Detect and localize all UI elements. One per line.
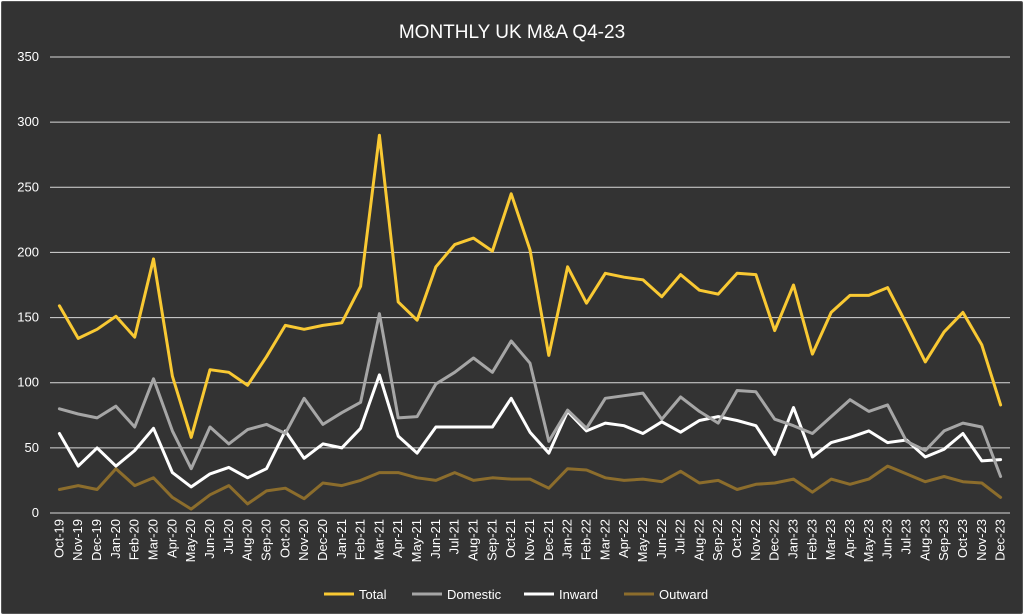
x-tick-label: Sep-20 [258, 519, 273, 561]
x-tick-label: Jul-23 [898, 519, 913, 554]
x-tick-label: Mar-23 [823, 519, 838, 560]
x-tick-label: Oct-20 [277, 519, 292, 558]
x-tick-label: Oct-23 [955, 519, 970, 558]
legend: Total Domestic Inward Outward [324, 587, 708, 602]
grid-lines [50, 56, 1010, 514]
y-tick-label: 250 [17, 179, 39, 194]
x-tick-label: Aug-22 [691, 519, 706, 561]
x-tick-label: Sep-21 [484, 519, 499, 561]
x-tick-label: Mar-21 [371, 519, 386, 560]
x-tick-label: Sep-23 [936, 519, 951, 561]
x-tick-label: Feb-20 [127, 519, 142, 560]
x-tick-label: Dec-19 [89, 519, 104, 561]
y-tick-label: 100 [17, 375, 39, 390]
x-tick-label: Aug-20 [240, 519, 255, 561]
x-tick-label: Oct-21 [503, 519, 518, 558]
series-line-inward [57, 373, 1003, 489]
y-tick-label: 150 [17, 310, 39, 325]
x-tick-label: Feb-22 [578, 519, 593, 560]
series-lines [57, 133, 1003, 511]
x-tick-label: Nov-21 [522, 519, 537, 561]
x-tick-label: Jul-22 [673, 519, 688, 554]
legend-item-outward: Outward [624, 587, 708, 602]
y-axis-tick-labels: 0 50 100 150 200 250 300 350 [17, 49, 39, 520]
x-tick-label: Dec-23 [993, 519, 1008, 561]
x-tick-label: Jan-23 [786, 519, 801, 559]
legend-label: Outward [659, 587, 708, 602]
x-tick-label: Feb-23 [804, 519, 819, 560]
x-tick-label: Mar-20 [146, 519, 161, 560]
x-tick-label: Jan-20 [108, 519, 123, 559]
series-line-outward [57, 464, 1003, 511]
x-tick-label: Nov-22 [748, 519, 763, 561]
y-tick-label: 0 [32, 505, 39, 520]
x-tick-label: Apr-23 [842, 519, 857, 558]
y-tick-label: 300 [17, 114, 39, 129]
legend-item-inward: Inward [524, 587, 598, 602]
x-tick-label: Jun-20 [202, 519, 217, 559]
x-tick-label: Apr-22 [616, 519, 631, 558]
y-tick-label: 350 [17, 49, 39, 64]
x-axis-tick-labels: Oct-19 Nov-19 Dec-19 Jan-20 Feb-20 Mar-20 Apr-… [51, 519, 1007, 562]
x-tick-label: Dec-20 [315, 519, 330, 561]
x-tick-label: Aug-21 [466, 519, 481, 561]
y-tick-label: 50 [25, 440, 39, 455]
series-line-total [57, 133, 1003, 439]
x-tick-label: Apr-20 [164, 519, 179, 558]
x-tick-label: Jul-20 [221, 519, 236, 554]
legend-label: Domestic [447, 587, 502, 602]
x-tick-label: Jan-22 [560, 519, 575, 559]
x-tick-label: Dec-21 [541, 519, 556, 561]
x-tick-label: Feb-21 [353, 519, 368, 560]
x-tick-label: Nov-20 [296, 519, 311, 561]
chart-title: MONTHLY UK M&A Q4-23 [399, 22, 625, 43]
legend-label: Inward [559, 587, 598, 602]
x-tick-label: Aug-23 [917, 519, 932, 561]
legend-item-domestic: Domestic [412, 587, 502, 602]
x-tick-label: Apr-21 [390, 519, 405, 558]
x-tick-label: Jun-23 [880, 519, 895, 559]
x-tick-label: Jul-21 [447, 519, 462, 554]
series-line-domestic [57, 312, 1003, 478]
x-tick-label: Nov-19 [70, 519, 85, 561]
legend-item-total: Total [324, 587, 387, 602]
x-tick-label: May-22 [635, 519, 650, 562]
x-tick-label: May-21 [409, 519, 424, 562]
x-tick-label: Nov-23 [974, 519, 989, 561]
x-tick-label: Jun-21 [428, 519, 443, 559]
x-tick-label: Jan-21 [334, 519, 349, 559]
x-tick-label: Dec-22 [767, 519, 782, 561]
y-tick-label: 200 [17, 244, 39, 259]
legend-label: Total [359, 587, 387, 602]
x-tick-label: Mar-22 [597, 519, 612, 560]
x-tick-label: May-23 [861, 519, 876, 562]
x-tick-label: May-20 [183, 519, 198, 562]
x-tick-label: Jun-22 [654, 519, 669, 559]
x-tick-label: Sep-22 [710, 519, 725, 561]
x-tick-label: Oct-19 [51, 519, 66, 558]
x-tick-label: Oct-22 [729, 519, 744, 558]
